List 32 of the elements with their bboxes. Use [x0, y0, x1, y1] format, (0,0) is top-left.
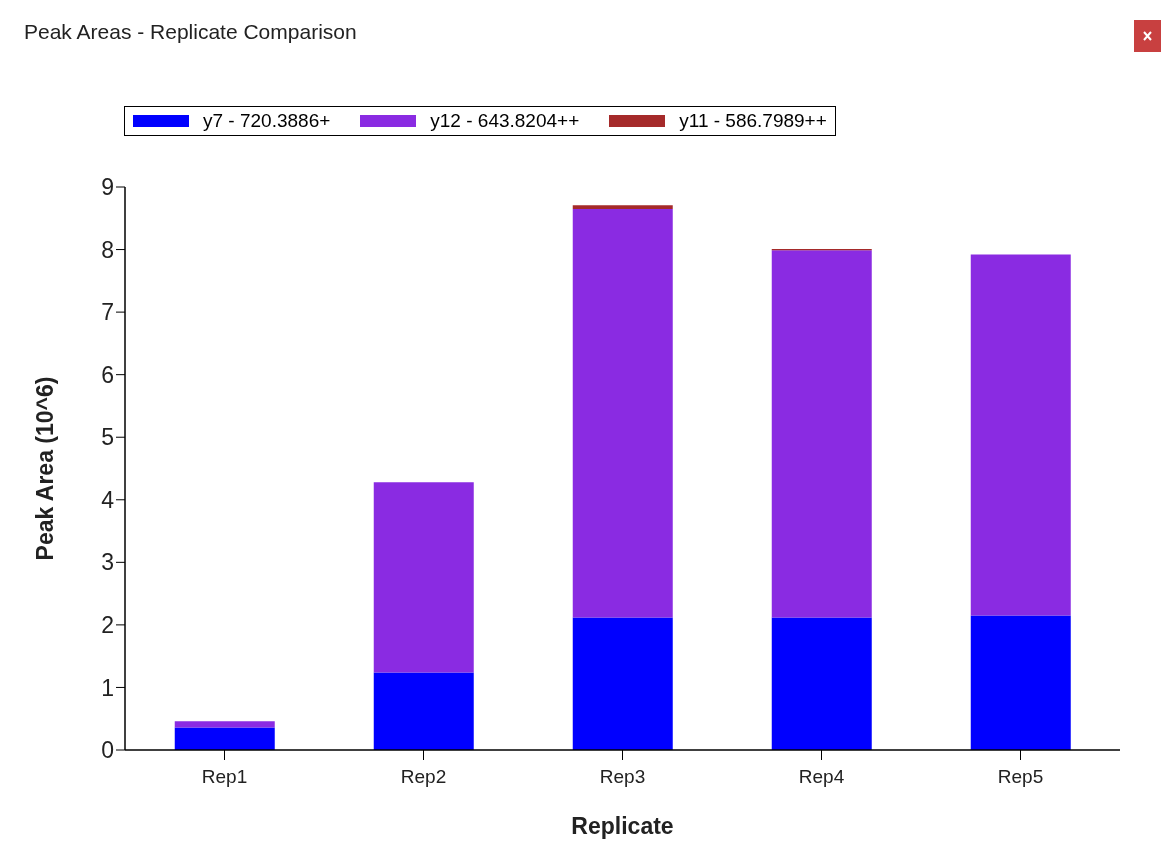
- y-tick-label: 7: [101, 299, 114, 326]
- x-tick-label: Rep1: [201, 766, 248, 788]
- bar: [572, 208, 673, 618]
- bar: [174, 721, 275, 728]
- bar: [771, 250, 872, 618]
- y-tick-label: 1: [101, 674, 114, 701]
- y-tick-label: 5: [101, 424, 114, 451]
- y-tick-label: 3: [101, 549, 114, 576]
- bar: [174, 727, 275, 750]
- y-tick-label: 6: [101, 361, 114, 388]
- bar: [373, 482, 474, 673]
- y-tick-label: 0: [101, 737, 114, 764]
- bar: [572, 617, 673, 750]
- y-axis-title: Peak Area (10^6): [32, 376, 59, 561]
- bar: [970, 615, 1071, 750]
- y-tick-label: 4: [101, 486, 115, 513]
- bar: [373, 672, 474, 750]
- bar: [572, 205, 673, 209]
- legend-label: y12 - 643.8204++: [430, 110, 580, 132]
- x-tick-label: Rep5: [997, 766, 1044, 788]
- bar: [970, 254, 1071, 616]
- bar: [771, 617, 872, 750]
- y-tick-label: 2: [101, 612, 114, 639]
- x-tick-label: Rep3: [599, 766, 646, 788]
- x-tick-label: Rep4: [798, 766, 845, 788]
- legend-label: y11 - 586.7989++: [679, 110, 827, 132]
- x-axis-title: Replicate: [571, 813, 674, 839]
- x-tick-label: Rep2: [400, 766, 447, 788]
- legend-label: y7 - 720.3886+: [203, 110, 331, 132]
- y-tick-label: 9: [101, 174, 114, 201]
- y-tick-label: 8: [101, 236, 114, 263]
- chart-title: Peak Areas - Replicate Comparison: [24, 20, 357, 44]
